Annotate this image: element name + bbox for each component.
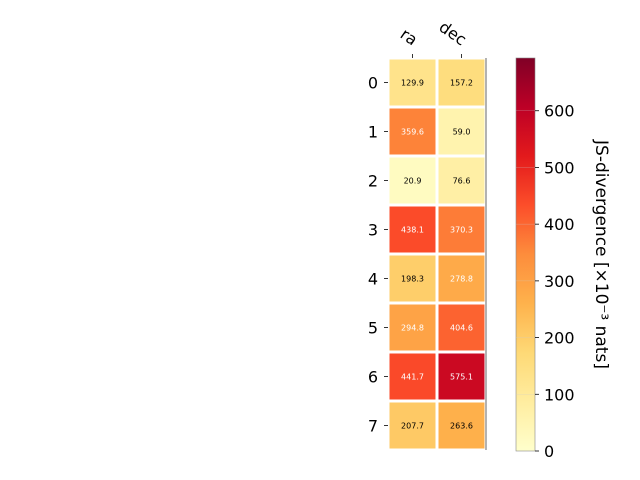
colorbar-tick-label: 0 xyxy=(544,442,554,461)
colorbar-tick-label: 500 xyxy=(544,158,575,177)
heatmap-cell xyxy=(438,353,485,400)
cell-value-label: 441.7 xyxy=(401,373,424,382)
cell-value-label: 294.8 xyxy=(401,324,424,333)
y-tick-label: 7 xyxy=(368,417,378,436)
cell-value-label: 129.9 xyxy=(401,79,424,88)
y-tick-label: 2 xyxy=(368,172,378,191)
cell-value-label: 207.7 xyxy=(401,422,424,431)
cell-value-label: 20.9 xyxy=(404,177,422,186)
cell-value-label: 359.6 xyxy=(401,128,424,137)
y-tick-label: 5 xyxy=(368,319,378,338)
y-tick-label: 4 xyxy=(368,270,378,289)
colorbar-tick-label: 400 xyxy=(544,215,575,234)
heatmap-cell xyxy=(389,59,436,106)
colorbar-tick-label: 600 xyxy=(544,102,575,121)
heatmap-cell xyxy=(438,59,485,106)
heatmap-cell xyxy=(438,108,485,155)
cell-value-label: 76.6 xyxy=(453,177,471,186)
cell-value-label: 370.3 xyxy=(450,226,473,235)
cell-value-label: 59.0 xyxy=(453,128,471,137)
y-tick-label: 1 xyxy=(368,123,378,142)
heatmap-cell xyxy=(389,206,436,253)
heatmap-cell xyxy=(438,402,485,449)
colorbar-tick-label: 300 xyxy=(544,272,575,291)
heatmap-cell xyxy=(438,206,485,253)
cell-value-label: 157.2 xyxy=(450,79,473,88)
x-tick-label: dec xyxy=(436,17,470,49)
heatmap-cell xyxy=(389,108,436,155)
colorbar-tick-label: 100 xyxy=(544,385,575,404)
heatmap-cell xyxy=(438,304,485,351)
cell-value-label: 575.1 xyxy=(450,373,473,382)
cell-value-label: 404.6 xyxy=(450,324,473,333)
y-tick-label: 3 xyxy=(368,221,378,240)
cell-value-label: 278.8 xyxy=(450,275,473,284)
y-tick-label: 6 xyxy=(368,368,378,387)
heatmap-cell xyxy=(438,157,485,204)
heatmap-cell xyxy=(389,255,436,302)
heatmap-cell xyxy=(389,353,436,400)
heatmap-cell xyxy=(389,402,436,449)
cell-value-label: 198.3 xyxy=(401,275,424,284)
cell-value-label: 438.1 xyxy=(401,226,424,235)
x-tick-label: ra xyxy=(397,24,421,49)
colorbar-gradient xyxy=(515,57,536,452)
heatmap-cells: 129.9 157.2 359.6 59.0 20.9 76.6 438.1 370.3 198… xyxy=(389,59,485,449)
colorbar-label: JS-divergence [×10⁻³ nats] xyxy=(591,139,611,369)
heatmap-cell xyxy=(389,157,436,204)
y-tick-label: 0 xyxy=(368,74,378,93)
heatmap-cell xyxy=(389,304,436,351)
cell-value-label: 263.6 xyxy=(450,422,473,431)
colorbar: 0 100 200 300 400 500 600 JS-divergence [×10⁻³ … xyxy=(515,57,611,461)
colorbar-tick-label: 200 xyxy=(544,329,575,348)
heatmap-cell xyxy=(438,255,485,302)
